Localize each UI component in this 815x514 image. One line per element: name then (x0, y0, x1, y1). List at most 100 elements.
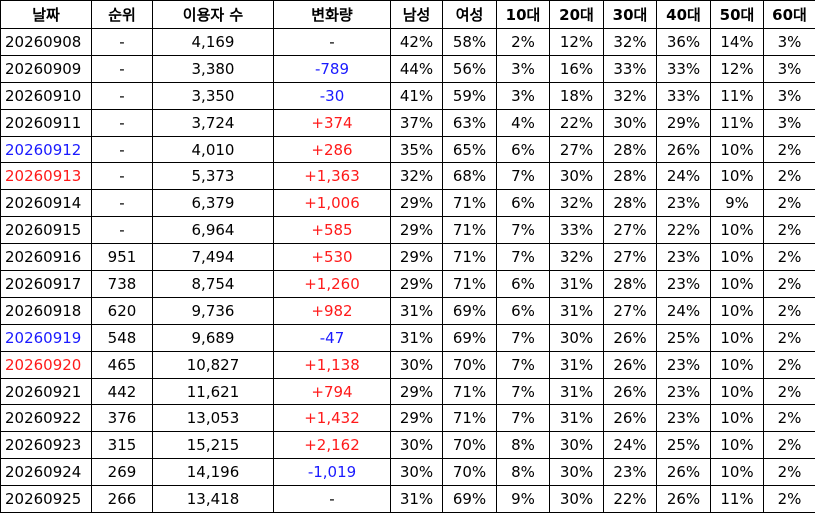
table-cell: 24% (656, 162, 711, 191)
header-cell: 40대 (656, 0, 711, 29)
header-cell: 10대 (496, 0, 550, 29)
table-cell: 31% (390, 485, 443, 514)
table-cell: 33% (656, 54, 711, 83)
table-row: 20260925 266 13,418-31% 69% 9% 30% 22% 26% 11% 2% (0, 485, 815, 514)
table-cell: 16% (549, 54, 604, 83)
table-row: 20260924 269 14,196 -1,019 30% 70% 8% 30% 23% 26%… (0, 458, 815, 487)
table-cell: 26% (603, 323, 657, 352)
table-row: 20260909-3,380 -789 44% 56% 3% 16% 33% 33% 12% 3% (0, 54, 815, 83)
header-cell: 여성 (442, 0, 497, 29)
table-row: 20260920 465 10,827 +1,138 30% 70% 7% 31% 26% 23%… (0, 350, 815, 379)
header-cell: 남성 (390, 0, 443, 29)
table-cell: 7% (496, 162, 550, 191)
table-cell: 2% (763, 243, 815, 272)
date-cell: 20260919 (0, 323, 92, 352)
table-cell: 24% (603, 431, 657, 460)
table-cell: 32% (603, 81, 657, 110)
date-cell: 20260908 (0, 28, 92, 56)
date-cell: 20260924 (0, 458, 92, 487)
table-cell: 2% (763, 431, 815, 460)
table-cell: 9,689 (152, 323, 274, 352)
table-cell: 26% (603, 377, 657, 406)
table-cell: 33% (656, 81, 711, 110)
table-cell: 29% (390, 243, 443, 272)
table-cell: 2% (763, 404, 815, 433)
date-cell: 20260920 (0, 350, 92, 379)
table-cell: - (91, 108, 153, 137)
table-cell: 24% (656, 296, 711, 325)
table-cell: 26% (656, 458, 711, 487)
table-cell: 951 (91, 243, 153, 272)
table-cell: +2,162 (273, 431, 391, 460)
table-cell: 13,418 (152, 485, 274, 514)
table-cell: 6% (496, 270, 550, 298)
table-cell: 2% (763, 458, 815, 487)
date-cell: 20260925 (0, 485, 92, 514)
table-row: 20260917 738 8,754 +1,260 29% 71% 6% 31% 28% 23% 1… (0, 270, 815, 298)
table-cell: 41% (390, 81, 443, 110)
table-cell: 71% (442, 404, 497, 433)
table-cell: 2% (763, 189, 815, 218)
table-cell: 30% (549, 323, 604, 352)
table-cell: 22% (656, 216, 711, 245)
table-row: 20260916 951 7,494 +530 29% 71% 7% 32% 27% 23% 10%… (0, 243, 815, 272)
table-cell: 10% (710, 404, 764, 433)
table-cell: 30% (390, 350, 443, 379)
table-row: 20260910-3,350 -30 41% 59% 3% 18% 32% 33% 11% 3% (0, 81, 815, 110)
table-row: 20260912-4,010 +286 35% 65% 6% 27% 28% 26% 10% 2% (0, 135, 815, 164)
table-cell: 10% (710, 377, 764, 406)
table-cell: 23% (656, 377, 711, 406)
table-cell: 465 (91, 350, 153, 379)
table-cell: 10% (710, 431, 764, 460)
table-cell: 9% (710, 189, 764, 218)
table-cell: 30% (549, 162, 604, 191)
date-cell: 20260914 (0, 189, 92, 218)
table-cell: 6,964 (152, 216, 274, 245)
table-cell: - (273, 485, 391, 514)
table-cell: 3% (763, 28, 815, 56)
table-cell: 26% (603, 350, 657, 379)
table-cell: 23% (656, 189, 711, 218)
table-cell: 8,754 (152, 270, 274, 298)
table-cell: 11,621 (152, 377, 274, 406)
table-cell: 69% (442, 296, 497, 325)
table-cell: 31% (390, 323, 443, 352)
date-cell: 20260909 (0, 54, 92, 83)
table-cell: 37% (390, 108, 443, 137)
table-cell: 6% (496, 135, 550, 164)
table-cell: 12% (549, 28, 604, 56)
table-cell: 548 (91, 323, 153, 352)
table-cell: 10% (710, 296, 764, 325)
table-cell: 33% (603, 54, 657, 83)
header-row: 날짜 순위 이용자 수 변화량 남성 여성 10대 20대 30대 40대 50대 60대 (0, 0, 815, 29)
table-cell: 71% (442, 270, 497, 298)
table-cell: 4,010 (152, 135, 274, 164)
table-row: 20260919 548 9,689 -47 31% 69% 7% 30% 26% 25% 10% 2… (0, 323, 815, 352)
table-row: 20260915-6,964 +585 29% 71% 7% 33% 27% 22% 10% 2% (0, 216, 815, 245)
table-cell: 2% (763, 296, 815, 325)
table-cell: 30% (549, 431, 604, 460)
table-cell: 10% (710, 216, 764, 245)
table-cell: 58% (442, 28, 497, 56)
table-cell: 3% (763, 108, 815, 137)
table-cell: 23% (656, 350, 711, 379)
table-cell: +1,138 (273, 350, 391, 379)
table-cell: 14% (710, 28, 764, 56)
table-cell: 3% (496, 54, 550, 83)
table-cell: +1,363 (273, 162, 391, 191)
date-cell: 20260922 (0, 404, 92, 433)
table-cell: 23% (656, 243, 711, 272)
table-cell: 70% (442, 458, 497, 487)
table-cell: 2% (763, 162, 815, 191)
table-cell: -1,019 (273, 458, 391, 487)
table-cell: 42% (390, 28, 443, 56)
table-cell: 30% (549, 458, 604, 487)
table-cell: 31% (549, 377, 604, 406)
table-cell: 22% (603, 485, 657, 514)
table-cell: 3,724 (152, 108, 274, 137)
table-cell: - (91, 216, 153, 245)
table-cell: 14,196 (152, 458, 274, 487)
table-cell: +585 (273, 216, 391, 245)
table-cell: 3% (763, 81, 815, 110)
